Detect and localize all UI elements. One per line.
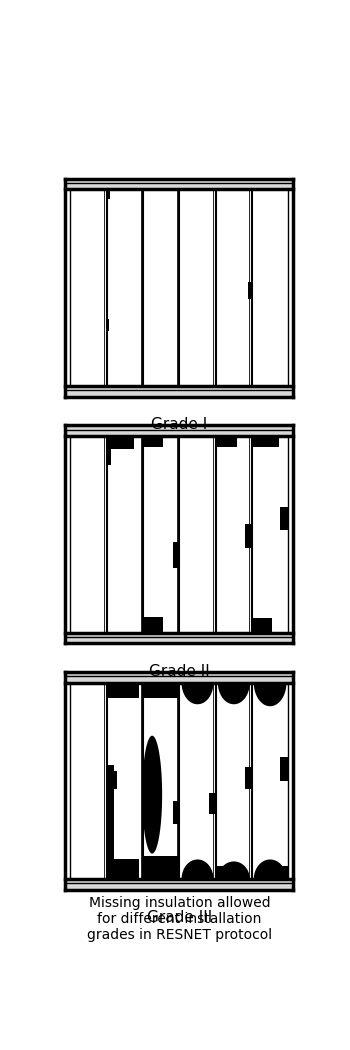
Bar bbox=[248, 281, 252, 299]
Bar bbox=[216, 436, 237, 447]
Polygon shape bbox=[218, 861, 250, 879]
Bar bbox=[65, 386, 293, 397]
Text: Grade III: Grade III bbox=[147, 910, 212, 925]
Bar bbox=[209, 793, 216, 815]
Bar bbox=[245, 768, 252, 789]
Bar bbox=[280, 507, 288, 530]
Bar bbox=[65, 879, 293, 890]
Bar bbox=[173, 800, 179, 824]
Polygon shape bbox=[254, 860, 286, 879]
Bar bbox=[107, 771, 117, 789]
Polygon shape bbox=[143, 736, 162, 854]
Text: Grade I: Grade I bbox=[151, 417, 208, 432]
Bar bbox=[65, 178, 293, 397]
Bar bbox=[143, 436, 163, 447]
Bar bbox=[143, 856, 179, 879]
Bar bbox=[278, 866, 288, 879]
Bar bbox=[143, 682, 179, 698]
Bar bbox=[107, 448, 111, 464]
Bar bbox=[107, 436, 134, 448]
Bar bbox=[107, 765, 114, 879]
Bar bbox=[65, 425, 293, 644]
Bar bbox=[65, 178, 293, 189]
Bar bbox=[245, 524, 252, 548]
Bar bbox=[65, 425, 293, 436]
Bar bbox=[143, 616, 163, 632]
Polygon shape bbox=[218, 682, 250, 705]
Bar bbox=[216, 866, 224, 879]
Text: Grade II: Grade II bbox=[149, 664, 210, 678]
Bar bbox=[107, 860, 139, 879]
Bar bbox=[65, 632, 293, 644]
Bar bbox=[252, 617, 272, 632]
Bar bbox=[65, 672, 293, 682]
Polygon shape bbox=[182, 860, 214, 879]
Bar bbox=[280, 757, 288, 781]
Bar bbox=[173, 542, 179, 568]
Polygon shape bbox=[182, 682, 214, 705]
Bar bbox=[107, 189, 110, 200]
Polygon shape bbox=[254, 682, 286, 707]
Bar bbox=[65, 672, 293, 890]
Bar bbox=[252, 436, 279, 447]
Bar bbox=[107, 682, 139, 698]
Text: Missing insulation allowed
for different installation
grades in RESNET protocol: Missing insulation allowed for different… bbox=[87, 896, 272, 942]
Bar bbox=[107, 319, 109, 331]
